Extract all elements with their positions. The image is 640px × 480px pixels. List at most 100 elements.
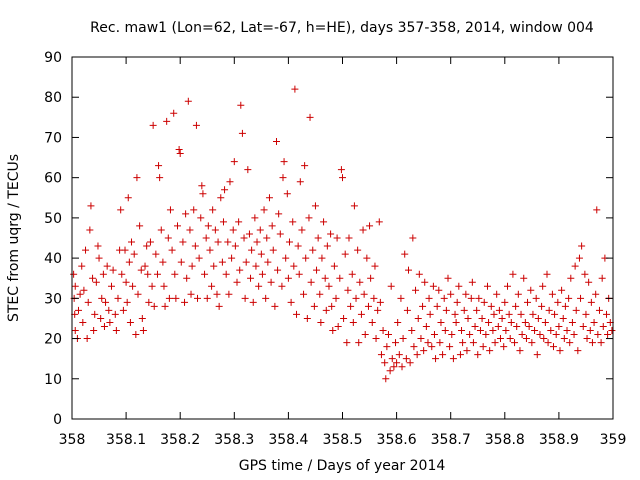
data-point xyxy=(245,230,253,238)
data-point xyxy=(558,286,566,294)
x-axis-label: GPS time / Days of year 2014 xyxy=(239,458,446,474)
data-point xyxy=(334,322,342,330)
data-point xyxy=(268,222,276,230)
data-point xyxy=(157,226,165,234)
data-point xyxy=(257,250,265,258)
data-point xyxy=(433,302,441,310)
data-point xyxy=(525,322,533,330)
data-point xyxy=(218,258,226,266)
data-point xyxy=(502,327,510,335)
data-point xyxy=(192,121,200,129)
data-point xyxy=(343,339,351,347)
data-point xyxy=(413,351,421,359)
y-tick-label: 70 xyxy=(44,130,62,146)
data-point xyxy=(256,226,264,234)
data-point xyxy=(144,270,152,278)
data-point xyxy=(583,335,591,343)
data-point xyxy=(521,318,529,326)
data-point xyxy=(107,282,115,290)
x-tick-label: 358.9 xyxy=(539,432,579,448)
data-point xyxy=(92,278,100,286)
data-point xyxy=(160,282,168,290)
y-tick-label: 10 xyxy=(44,372,62,388)
data-point xyxy=(317,318,325,326)
data-point xyxy=(555,322,563,330)
data-point xyxy=(435,286,443,294)
data-point xyxy=(460,306,468,314)
data-point xyxy=(514,290,522,298)
x-tick-label: 358.5 xyxy=(322,432,362,448)
data-point xyxy=(224,238,232,246)
data-point xyxy=(395,351,403,359)
data-point xyxy=(249,298,257,306)
data-point xyxy=(399,335,407,343)
data-point xyxy=(421,278,429,286)
data-point xyxy=(238,129,246,137)
data-point xyxy=(363,254,371,262)
data-point xyxy=(354,246,362,254)
data-point xyxy=(599,322,607,330)
data-point xyxy=(76,290,84,298)
data-point xyxy=(401,250,409,258)
data-point xyxy=(452,318,460,326)
data-point xyxy=(436,339,444,347)
data-point xyxy=(588,339,596,347)
data-point xyxy=(152,250,160,258)
data-point xyxy=(166,206,174,214)
data-point xyxy=(467,294,475,302)
data-point xyxy=(99,270,107,278)
data-point xyxy=(209,206,217,214)
data-point xyxy=(428,343,436,351)
data-point xyxy=(393,359,401,367)
data-point xyxy=(287,298,295,306)
data-point xyxy=(410,343,418,351)
data-point xyxy=(272,137,280,145)
data-point xyxy=(289,218,297,226)
data-point xyxy=(194,294,202,302)
data-point xyxy=(198,182,206,190)
data-point xyxy=(177,258,185,266)
data-point xyxy=(565,294,573,302)
data-point xyxy=(408,327,416,335)
data-point xyxy=(146,238,154,246)
data-point xyxy=(263,234,271,242)
data-point xyxy=(560,335,568,343)
data-point xyxy=(330,262,338,270)
data-point xyxy=(453,298,461,306)
data-point xyxy=(476,327,484,335)
data-point xyxy=(394,318,402,326)
data-point xyxy=(520,274,528,282)
data-point xyxy=(291,85,299,93)
data-point xyxy=(348,270,356,278)
x-tick-label: 358.4 xyxy=(268,432,308,448)
data-point xyxy=(253,238,261,246)
data-point xyxy=(604,331,612,339)
data-point xyxy=(123,298,131,306)
data-point xyxy=(236,266,244,274)
data-point xyxy=(221,186,229,194)
data-point xyxy=(545,306,553,314)
data-point xyxy=(482,331,490,339)
data-point xyxy=(285,238,293,246)
data-point xyxy=(422,322,430,330)
data-point xyxy=(566,339,574,347)
data-point xyxy=(437,318,445,326)
data-point xyxy=(504,282,512,290)
data-point xyxy=(344,286,352,294)
data-point xyxy=(495,306,503,314)
data-point xyxy=(593,206,601,214)
data-point xyxy=(556,347,564,355)
data-point xyxy=(279,174,287,182)
data-point xyxy=(82,246,90,254)
data-point xyxy=(417,335,425,343)
data-point xyxy=(598,274,606,282)
data-point xyxy=(322,306,330,314)
data-point xyxy=(345,234,353,242)
data-point xyxy=(153,270,161,278)
data-point xyxy=(397,294,405,302)
data-point xyxy=(83,335,91,343)
data-point xyxy=(128,238,136,246)
data-point xyxy=(173,222,181,230)
data-point xyxy=(129,282,137,290)
data-point xyxy=(165,294,173,302)
